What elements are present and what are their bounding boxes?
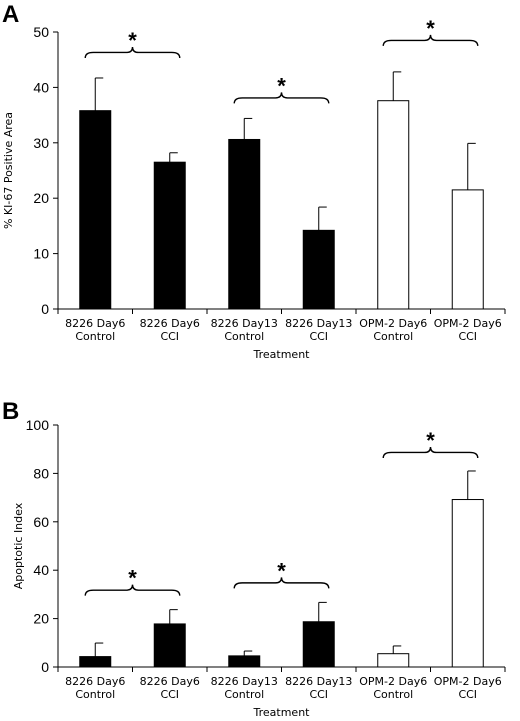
panel-b-category-label-1-line-1: 8226 Day6	[65, 675, 125, 688]
panel-a-category-label-1-line-1: 8226 Day6	[65, 317, 125, 330]
panel-a-y-axis-title: % KI-67 Positive Area	[2, 112, 15, 229]
panel-b-y-tick-label: 40	[33, 562, 49, 578]
panel-a-y-tick-label: 0	[41, 301, 49, 317]
panel-b-significance-star-1: *	[128, 566, 137, 591]
panel-b-bar-5	[377, 653, 410, 668]
panel-a-category-label-2-line-2: CCI	[160, 330, 179, 343]
panel-a-y-tick-label: 40	[33, 79, 49, 95]
panel-a-y-tick-label: 20	[33, 190, 49, 206]
panel-a-significance-star-2: *	[277, 73, 286, 98]
panel-a-category-label-6-line-1: OPM-2 Day6	[434, 317, 502, 330]
panel-b-category-label-3-line-2: Control	[224, 688, 264, 701]
panel-a-y-tick-label: 30	[33, 135, 49, 151]
panel-b-bar-4	[302, 621, 335, 668]
panel-b-bar-1	[79, 656, 112, 668]
panel-b-y-tick-label: 60	[33, 514, 49, 530]
panel-b-category-label-3-line-1: 8226 Day13	[211, 675, 278, 688]
panel-a-x-axis-title: Treatment	[253, 348, 311, 361]
panel-a-y-tick-label: 10	[33, 246, 49, 262]
panel-b-significance-bracket-3	[382, 446, 479, 459]
panel-b-category-label-2-line-2: CCI	[160, 688, 179, 701]
panel-a-category-label-3-line-1: 8226 Day13	[211, 317, 278, 330]
panel-b-x-axis-title: Treatment	[253, 706, 311, 719]
panel-a-category-label-1-line-2: Control	[75, 330, 115, 343]
panel-a-category-label-4-line-1: 8226 Day13	[285, 317, 352, 330]
panel-b-category-label-4-line-2: CCI	[309, 688, 328, 701]
panel-b-significance-bracket-2	[233, 577, 330, 589]
panel-a-bar-2	[153, 161, 186, 310]
panel-b-significance-star-3: *	[426, 428, 435, 453]
panel-b-y-tick-label: 0	[41, 659, 49, 675]
panel-a-significance-bracket-2	[233, 92, 330, 104]
panel-b-y-axis-title: Apoptotic Index	[12, 502, 25, 589]
panel-a-bar-5	[377, 100, 410, 310]
panel-a-category-label-5-line-2: Control	[373, 330, 413, 343]
panel-b-y-tick-label: 100	[26, 417, 50, 433]
panel-a-category-label-4-line-2: CCI	[309, 330, 328, 343]
panel-a-bar-4	[302, 229, 335, 310]
panel-b-bar-3	[228, 655, 261, 668]
panel-a-significance-bracket-3	[382, 34, 479, 46]
panel-a-y-tick-label: 50	[33, 24, 49, 40]
panel-b-significance-star-2: *	[277, 558, 286, 583]
panel-b-category-label-6-line-2: CCI	[458, 688, 477, 701]
panel-a-category-label-3-line-2: Control	[224, 330, 264, 343]
panel-b-category-label-5-line-1: OPM-2 Day6	[359, 675, 427, 688]
panel-a-significance-star-3: *	[426, 16, 435, 41]
panel-a-letter: A	[2, 1, 19, 28]
panel-b-category-label-5-line-2: Control	[373, 688, 413, 701]
panel-b-significance-bracket-1	[84, 584, 181, 596]
panel-b-letter: B	[2, 398, 19, 425]
panel-a-category-label-2-line-1: 8226 Day6	[140, 317, 200, 330]
panel-b-bar-6	[451, 499, 484, 668]
panel-a-bar-6	[451, 189, 484, 310]
panel-a-significance-bracket-1	[84, 46, 181, 59]
panel-b-y-tick-label: 80	[33, 465, 49, 481]
panel-a-category-label-6-line-2: CCI	[458, 330, 477, 343]
panel-a-bar-1	[79, 110, 112, 310]
panel-b-y-tick-label: 20	[33, 611, 49, 627]
panel-b-category-label-6-line-1: OPM-2 Day6	[434, 675, 502, 688]
panel-b-bar-2	[153, 623, 186, 668]
panel-a-significance-star-1: *	[128, 28, 137, 53]
panel-a-category-label-5-line-1: OPM-2 Day6	[359, 317, 427, 330]
panel-a-bar-3	[228, 138, 261, 310]
panel-b-category-label-2-line-1: 8226 Day6	[140, 675, 200, 688]
panel-b-category-label-4-line-1: 8226 Day13	[285, 675, 352, 688]
panel-b-category-label-1-line-2: Control	[75, 688, 115, 701]
